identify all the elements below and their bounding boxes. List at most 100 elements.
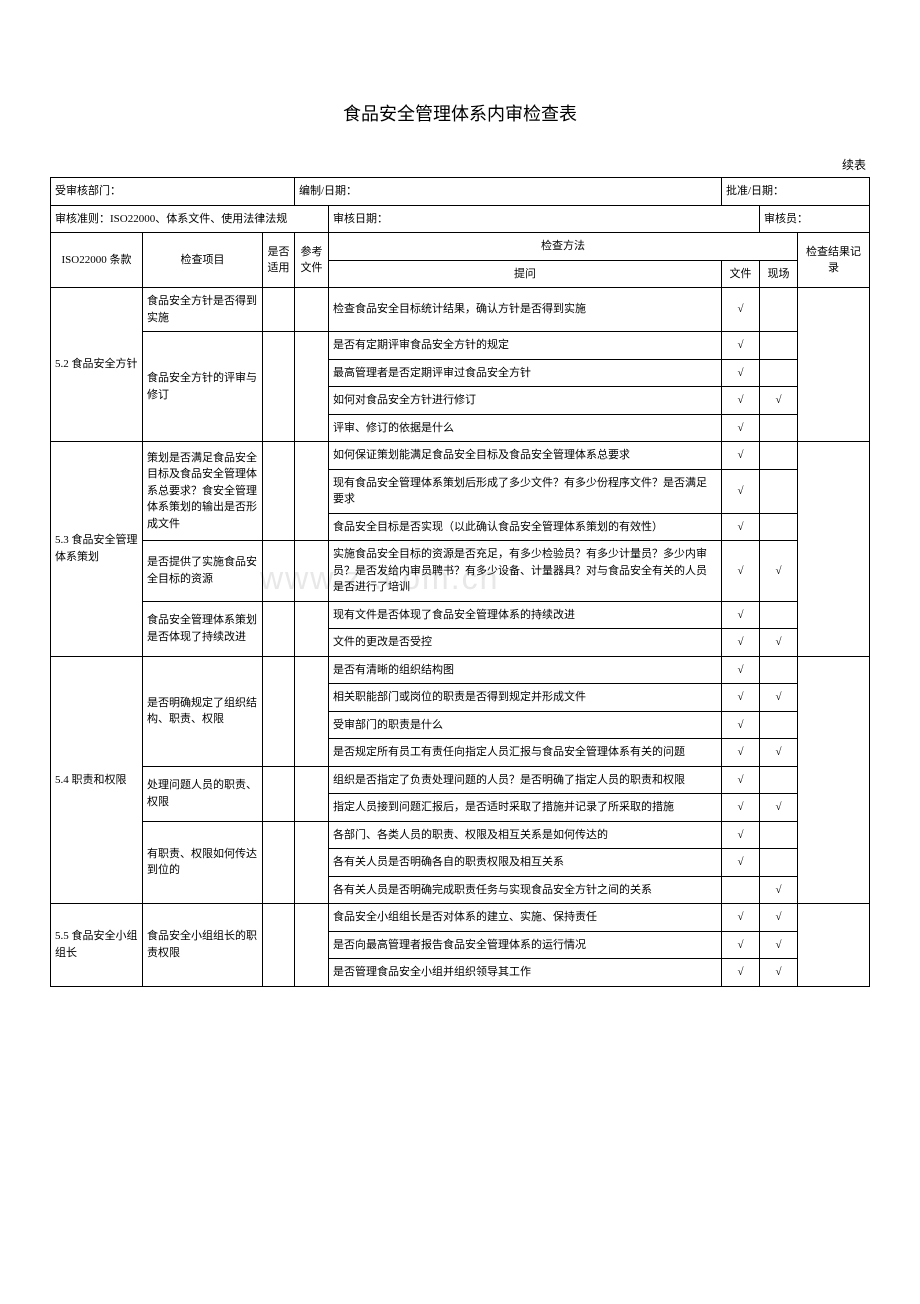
site-check (759, 332, 797, 360)
auditor-label: 审核员： (759, 205, 869, 233)
item-cell: 食品安全小组组长的职责权限 (143, 904, 263, 987)
question-cell: 食品安全小组组长是否对体系的建立、实施、保持责任 (329, 904, 722, 932)
continuation-label: 续表 (50, 156, 870, 173)
site-check: √ (759, 387, 797, 415)
item-cell: 是否明确规定了组织结构、职责、权限 (143, 656, 263, 766)
doc-check: √ (721, 387, 759, 415)
site-check: √ (759, 684, 797, 712)
question-cell: 各有关人员是否明确完成职责任务与实现食品安全方针之间的关系 (329, 876, 722, 904)
doc-check: √ (721, 959, 759, 987)
doc-check: √ (721, 359, 759, 387)
doc-check: √ (721, 601, 759, 629)
ref-cell (295, 541, 329, 602)
site-check: √ (759, 541, 797, 602)
site-check (759, 766, 797, 794)
question-cell: 评审、修订的依据是什么 (329, 414, 722, 442)
site-check (759, 442, 797, 470)
doc-check: √ (721, 711, 759, 739)
site-check (759, 849, 797, 877)
question-cell: 文件的更改是否受控 (329, 629, 722, 657)
item-cell: 策划是否满足食品安全目标及食品安全管理体系总要求？食安全管理体系策划的输出是否形… (143, 442, 263, 541)
question-cell: 现有文件是否体现了食品安全管理体系的持续改进 (329, 601, 722, 629)
record-cell (797, 656, 869, 904)
prep-label: 编制/日期： (295, 178, 722, 206)
ref-cell (295, 656, 329, 766)
doc-check: √ (721, 629, 759, 657)
doc-check: √ (721, 766, 759, 794)
col-method: 检查方法 (329, 233, 798, 261)
apply-cell (263, 656, 295, 766)
question-cell: 如何对食品安全方针进行修订 (329, 387, 722, 415)
col-item: 检查项目 (143, 233, 263, 288)
site-check (759, 601, 797, 629)
question-cell: 受审部门的职责是什么 (329, 711, 722, 739)
question-cell: 最高管理者是否定期评审过食品安全方针 (329, 359, 722, 387)
ref-cell (295, 288, 329, 332)
question-cell: 食品安全目标是否实现（以此确认食品安全管理体系策划的有效性） (329, 513, 722, 541)
ref-cell (295, 601, 329, 656)
page-title: 食品安全管理体系内审检查表 (50, 100, 870, 126)
doc-check: √ (721, 288, 759, 332)
question-cell: 是否向最高管理者报告食品安全管理体系的运行情况 (329, 931, 722, 959)
record-cell (797, 904, 869, 987)
doc-check (721, 876, 759, 904)
item-cell: 食品安全方针的评审与修订 (143, 332, 263, 442)
doc-check: √ (721, 684, 759, 712)
question-cell: 各有关人员是否明确各自的职责权限及相互关系 (329, 849, 722, 877)
doc-check: √ (721, 821, 759, 849)
question-cell: 是否有清晰的组织结构图 (329, 656, 722, 684)
col-ref: 参考文件 (295, 233, 329, 288)
item-cell: 食品安全方针是否得到实施 (143, 288, 263, 332)
site-check: √ (759, 904, 797, 932)
item-cell: 是否提供了实施食品安全目标的资源 (143, 541, 263, 602)
record-cell (797, 442, 869, 657)
question-cell: 相关职能部门或岗位的职责是否得到规定并形成文件 (329, 684, 722, 712)
site-check (759, 821, 797, 849)
col-record: 检查结果记录 (797, 233, 869, 288)
site-check (759, 513, 797, 541)
doc-check: √ (721, 656, 759, 684)
approve-label: 批准/日期： (721, 178, 869, 206)
question-cell: 是否规定所有员工有责任向指定人员汇报与食品安全管理体系有关的问题 (329, 739, 722, 767)
site-check: √ (759, 629, 797, 657)
doc-check: √ (721, 469, 759, 513)
site-check: √ (759, 931, 797, 959)
site-check (759, 359, 797, 387)
site-check: √ (759, 794, 797, 822)
col-question: 提问 (329, 260, 722, 288)
item-cell: 有职责、权限如何传达到位的 (143, 821, 263, 904)
question-cell: 各部门、各类人员的职责、权限及相互关系是如何传达的 (329, 821, 722, 849)
clause-cell: 5.3 食品安全管理体系策划 (51, 442, 143, 657)
col-clause: ISO22000 条款 (51, 233, 143, 288)
site-check: √ (759, 876, 797, 904)
item-cell: 处理问题人员的职责、权限 (143, 766, 263, 821)
site-check (759, 288, 797, 332)
record-cell (797, 288, 869, 442)
doc-check: √ (721, 414, 759, 442)
ref-cell (295, 442, 329, 541)
site-check: √ (759, 959, 797, 987)
question-cell: 组织是否指定了负责处理问题的人员？是否明确了指定人员的职责和权限 (329, 766, 722, 794)
doc-check: √ (721, 541, 759, 602)
doc-check: √ (721, 332, 759, 360)
apply-cell (263, 766, 295, 821)
doc-check: √ (721, 739, 759, 767)
apply-cell (263, 601, 295, 656)
site-check (759, 469, 797, 513)
apply-cell (263, 904, 295, 987)
audit-table: 受审核部门：编制/日期：批准/日期：审核准则：ISO22000、体系文件、使用法… (50, 177, 870, 987)
audit-date-label: 审核日期： (329, 205, 760, 233)
clause-cell: 5.5 食品安全小组组长 (51, 904, 143, 987)
item-cell: 食品安全管理体系策划是否体现了持续改进 (143, 601, 263, 656)
doc-check: √ (721, 513, 759, 541)
site-check (759, 414, 797, 442)
question-cell: 实施食品安全目标的资源是否充足，有多少检验员？有多少计量员？多少内审员？是否发给… (329, 541, 722, 602)
apply-cell (263, 442, 295, 541)
apply-cell (263, 332, 295, 442)
site-check (759, 711, 797, 739)
doc-check: √ (721, 904, 759, 932)
apply-cell (263, 288, 295, 332)
col-site: 现场 (759, 260, 797, 288)
col-apply: 是否适用 (263, 233, 295, 288)
question-cell: 现有食品安全管理体系策划后形成了多少文件？有多少份程序文件？是否满足要求 (329, 469, 722, 513)
